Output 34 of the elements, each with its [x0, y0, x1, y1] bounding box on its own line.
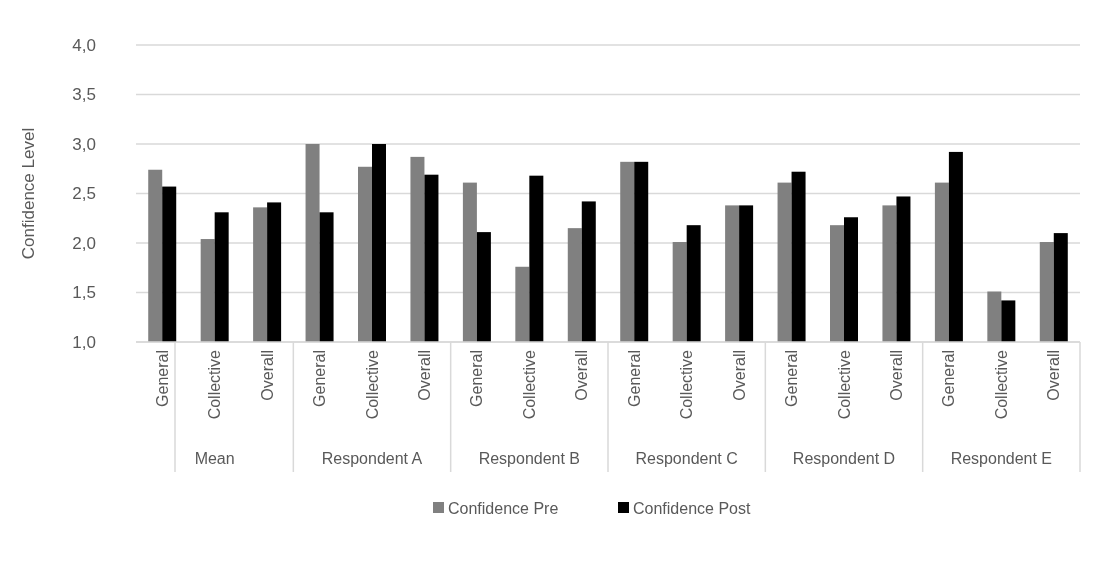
x-tick-label: General [940, 350, 958, 407]
y-tick-label: 2,5 [72, 184, 96, 204]
x-tick-label: Collective [206, 349, 224, 420]
x-tick-label: General [153, 350, 171, 407]
y-tick-label: 1,5 [72, 283, 96, 303]
x-tick-label: Overall [1045, 350, 1063, 401]
x-tick-label: General [783, 350, 801, 407]
y-tick-label: 4,0 [72, 35, 96, 55]
y-axis-title: Confidence Level [19, 127, 38, 260]
legend-label: Confidence Pre [448, 499, 559, 517]
text: Respondent B [478, 450, 581, 467]
x-tick-label: Overall [730, 350, 748, 401]
y-tick-label: 1,0 [72, 332, 96, 352]
x-tick-label: Overall [258, 350, 276, 401]
y-tick-label: 2,0 [72, 233, 96, 253]
text: Mean [194, 450, 235, 467]
x-tick-label: General [468, 350, 486, 407]
text: Respondent C [635, 450, 738, 467]
x-tick-label: General [625, 350, 643, 407]
x-tick-label: Collective [835, 349, 853, 420]
legend-label: Confidence Post [633, 499, 751, 517]
x-tick-label: Overall [888, 350, 906, 401]
x-tick-label: Collective [992, 349, 1010, 420]
x-tick-label: Collective [678, 349, 696, 420]
text: Respondent A [321, 450, 423, 467]
x-tick-label: Overall [416, 350, 434, 401]
y-tick-label: 3,5 [72, 85, 96, 105]
x-tick-label: General [311, 350, 329, 407]
y-tick-label: 3,0 [72, 134, 96, 154]
text: Respondent D [792, 450, 896, 467]
x-tick-label: Collective [363, 349, 381, 420]
x-tick-label: Collective [520, 349, 538, 420]
x-tick-label: Overall [573, 350, 591, 401]
text: Respondent E [950, 450, 1053, 467]
